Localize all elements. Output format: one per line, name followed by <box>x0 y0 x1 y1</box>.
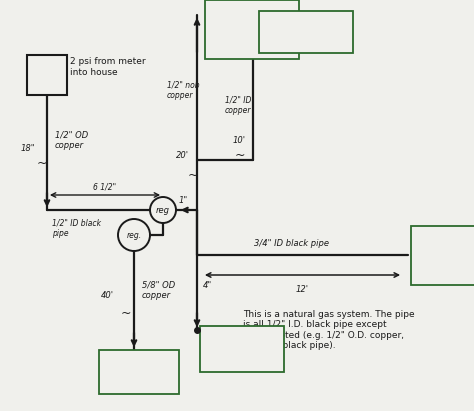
FancyBboxPatch shape <box>205 0 299 60</box>
Text: 2 psi from meter
into house: 2 psi from meter into house <box>70 57 146 77</box>
Text: 12': 12' <box>295 284 309 293</box>
Text: 40': 40' <box>101 291 114 300</box>
Text: 18": 18" <box>20 143 35 152</box>
FancyBboxPatch shape <box>259 11 353 53</box>
Text: ~: ~ <box>121 307 131 319</box>
FancyBboxPatch shape <box>27 55 67 95</box>
Text: 4": 4" <box>203 280 212 289</box>
Text: 60,000 BTU
Furnace: 60,000 BTU Furnace <box>218 339 266 359</box>
Text: 1": 1" <box>179 196 188 205</box>
Text: LG DLG 0332W
Dryer
?BTU: LG DLG 0332W Dryer ?BTU <box>220 15 284 45</box>
Text: 6 1/2": 6 1/2" <box>93 182 117 192</box>
Text: 175,000 BTU
H2O
heater: 175,000 BTU H2O heater <box>416 240 470 270</box>
Text: reg: reg <box>156 206 170 215</box>
Text: 1/2" ID black
pipe: 1/2" ID black pipe <box>52 218 101 238</box>
Text: 5/8" OD
copper: 5/8" OD copper <box>142 280 175 300</box>
Text: 15,000 BTU
range: 15,000 BTU range <box>282 22 330 42</box>
Text: reg.: reg. <box>127 231 142 240</box>
Text: meter: meter <box>34 71 61 79</box>
Text: ~: ~ <box>37 157 47 169</box>
Text: 1/2" ID
copper: 1/2" ID copper <box>225 95 252 115</box>
Text: 10': 10' <box>233 136 246 145</box>
Text: 3/4" ID black pipe: 3/4" ID black pipe <box>255 238 329 247</box>
Text: This is a natural gas system. The pipe
is all 1/2" I.D. black pipe except
where : This is a natural gas system. The pipe i… <box>243 310 415 350</box>
FancyBboxPatch shape <box>99 350 179 394</box>
Text: ~: ~ <box>235 148 245 162</box>
Text: ~: ~ <box>188 169 198 182</box>
Text: 1/2" nob
copper: 1/2" nob copper <box>167 80 200 100</box>
Text: 40,000BTU
Fireplace: 40,000BTU Fireplace <box>116 363 162 382</box>
Text: 1/2" OD
copper: 1/2" OD copper <box>55 130 88 150</box>
FancyBboxPatch shape <box>200 326 284 372</box>
Text: 20': 20' <box>176 150 189 159</box>
FancyBboxPatch shape <box>411 226 474 284</box>
